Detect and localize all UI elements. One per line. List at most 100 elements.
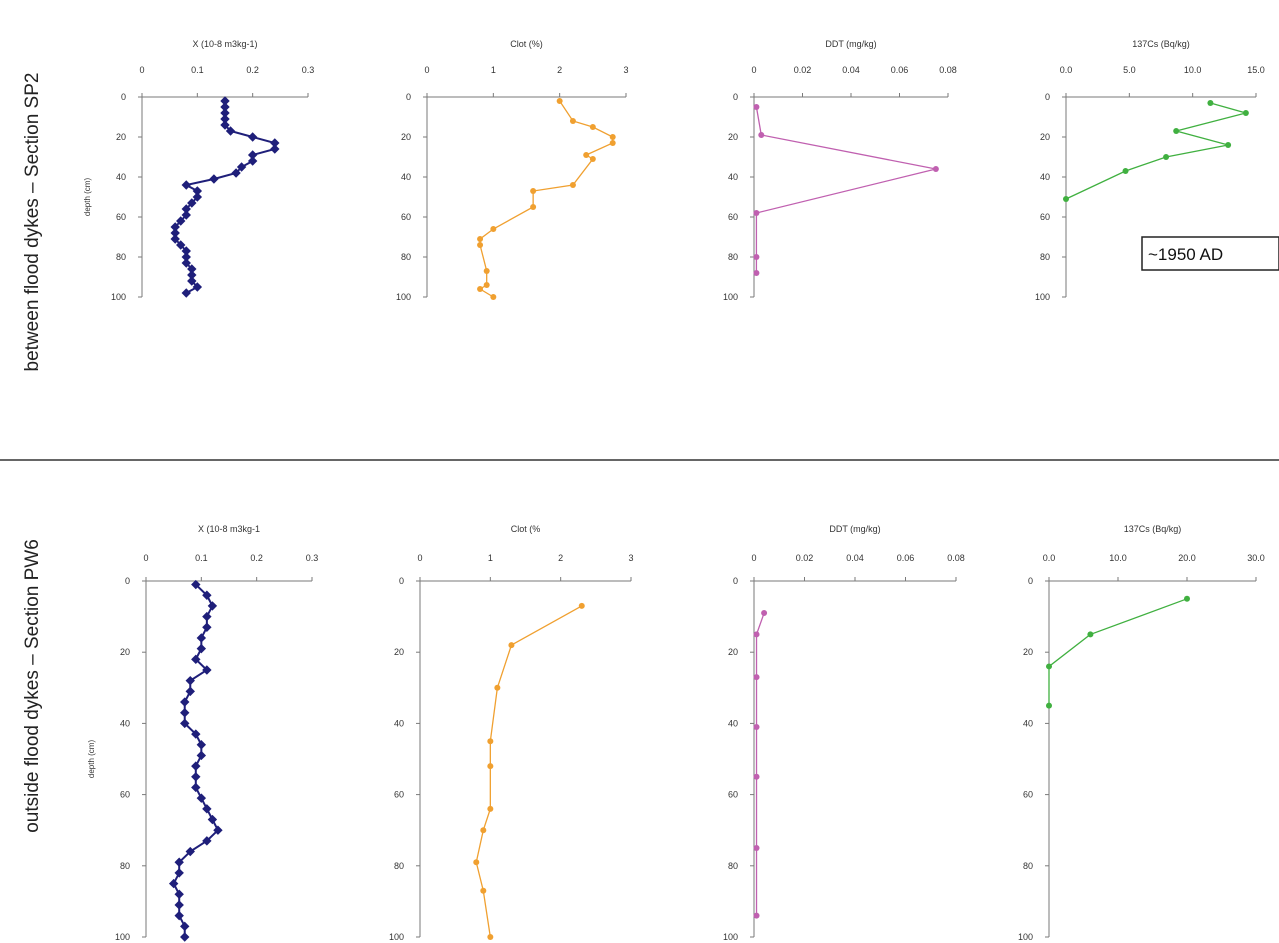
x-tick-label: 20.0 (1178, 553, 1196, 563)
row-label-group-bottom: outside flood dykes – Section PW6 (22, 539, 43, 833)
data-point (185, 675, 195, 686)
chart-title: X (10-8 m3kg-1) (192, 39, 257, 49)
data-point (569, 118, 576, 124)
y-tick-label: 80 (1023, 861, 1033, 871)
x-tick-label: 0 (424, 65, 429, 75)
x-tick-label: 3 (628, 553, 633, 563)
data-point (202, 611, 212, 622)
x-tick-label: 0 (139, 65, 144, 75)
y-tick-label: 100 (115, 932, 130, 942)
data-point (187, 198, 197, 208)
y-tick-label: 20 (120, 647, 130, 657)
data-point (753, 254, 760, 260)
x-tick-label: 0.1 (195, 553, 208, 563)
data-point (196, 750, 207, 761)
data-point (176, 216, 186, 226)
row-label-between: between flood dykes – Section SP2 (22, 73, 43, 372)
data-point (207, 601, 218, 611)
y-tick-label: 100 (1018, 932, 1033, 942)
series-line (475, 605, 583, 938)
data-point (932, 166, 939, 172)
y-tick-label: 40 (728, 172, 738, 182)
data-point (758, 132, 765, 138)
data-point (556, 98, 563, 104)
y-tick-label: 60 (1023, 790, 1033, 800)
y-tick-label: 60 (728, 790, 738, 800)
series-line (755, 106, 937, 273)
y-tick-label: 80 (728, 861, 738, 871)
chart-title: 137Cs (Bq/kg) (1124, 524, 1182, 534)
data-point (1046, 663, 1052, 670)
annotation-text: ~1950 AD (1148, 245, 1223, 264)
data-point (487, 805, 494, 812)
data-point (1046, 702, 1052, 709)
data-point (270, 144, 280, 154)
x-tick-label: 1 (488, 553, 493, 563)
chart-title: Clot (%) (510, 39, 543, 49)
data-point (477, 236, 484, 242)
data-point (196, 793, 207, 803)
data-point (192, 282, 203, 292)
data-point (191, 761, 201, 771)
data-point (508, 642, 515, 649)
chart-1-ddt: DDT (mg/kg) 0 0.02 0.04 0.06 0.08 0 20 40 60 80 100 (723, 524, 965, 942)
data-point (530, 188, 537, 194)
data-point (180, 921, 190, 932)
data-point (181, 288, 191, 298)
y-axis-title: depth (cm) (87, 740, 96, 779)
data-point (1063, 196, 1069, 202)
data-point (753, 674, 760, 681)
annotation-box (1141, 236, 1279, 271)
y-tick-label: 0 (1028, 576, 1033, 586)
chart-0-clot: Clot (%) 0 1 2 3 0 20 40 60 80 100 (396, 39, 629, 302)
series-line (1065, 102, 1249, 200)
data-point (609, 134, 616, 140)
data-point (490, 226, 497, 232)
panels: X (10-8 m3kg-1)0 0.1 0.2 0.3020406080100dep… (83, 39, 1279, 942)
data-point (202, 590, 212, 600)
y-tick-label: 20 (394, 647, 404, 657)
x-tick-label: 0.08 (947, 553, 965, 563)
x-tick-label: 0.2 (246, 65, 259, 75)
data-point (487, 763, 494, 770)
y-tick-label: 20 (728, 132, 738, 142)
data-point (174, 868, 184, 878)
data-point (609, 140, 616, 146)
data-point (207, 814, 218, 825)
y-axis-title: depth (cm) (83, 178, 92, 217)
chart-title: X (10-8 m3kg-1 (198, 524, 260, 534)
x-tick-label: 0.3 (302, 65, 315, 75)
chart-title: DDT (mg/kg) (825, 39, 876, 49)
y-tick-label: 0 (733, 576, 738, 586)
data-point (174, 910, 184, 921)
data-point (494, 684, 501, 691)
data-point (569, 182, 576, 188)
data-point (220, 120, 230, 130)
data-point (247, 156, 258, 166)
data-point (753, 845, 760, 851)
row-label-outside: outside flood dykes – Section PW6 (22, 539, 43, 833)
data-point (1163, 154, 1170, 160)
data-point (236, 162, 247, 172)
series-line (172, 583, 220, 937)
x-tick-label: 0.06 (891, 65, 909, 75)
x-tick-label: 0 (417, 553, 422, 563)
y-tick-label: 60 (116, 212, 126, 222)
x-tick-label: 1 (491, 65, 496, 75)
data-point (490, 294, 497, 300)
y-tick-label: 0 (733, 92, 738, 102)
data-point (196, 633, 207, 643)
chart-0-cs: 137Cs (Bq/kg) 0.0 5.0 10.0 15.0 0 20 40 60 80 100 ~… (1035, 39, 1279, 302)
y-tick-label: 20 (728, 647, 738, 657)
x-tick-label: 0.02 (794, 65, 812, 75)
data-point (180, 697, 190, 707)
chart-1-clot: Clot (% 0 1 2 3 0 20 40 60 80 100 (389, 524, 634, 942)
y-tick-label: 80 (401, 252, 411, 262)
y-tick-label: 100 (723, 292, 738, 302)
y-tick-label: 60 (401, 212, 411, 222)
data-point (530, 204, 537, 210)
data-point (753, 210, 760, 216)
data-point (1207, 100, 1214, 106)
x-tick-label: 2 (558, 553, 563, 563)
